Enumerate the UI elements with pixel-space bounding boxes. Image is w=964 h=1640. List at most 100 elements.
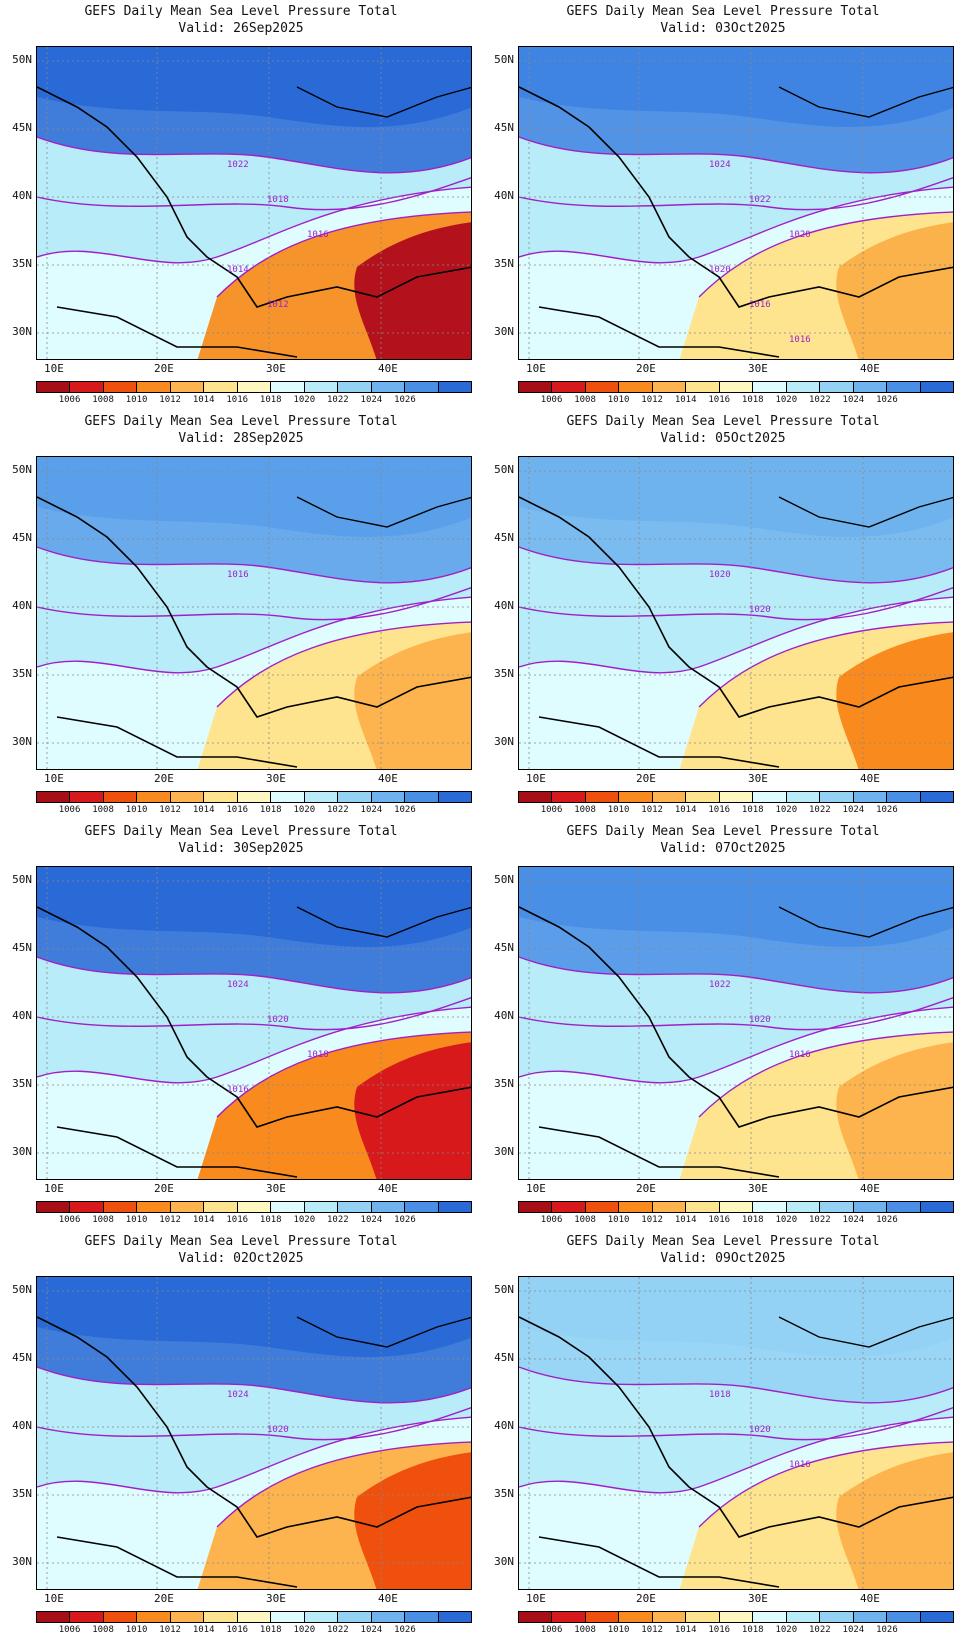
lon-tick-label: 40E <box>860 772 880 785</box>
lat-tick-label: 50N <box>494 1283 514 1296</box>
lat-tick-label: 30N <box>12 325 32 338</box>
high-pressure-core <box>37 867 471 947</box>
panel-valid-date: Valid: 30Sep2025 <box>178 841 304 856</box>
low-pressure-core <box>836 1452 953 1589</box>
colorbar-label: 1026 <box>394 805 416 815</box>
lon-tick-label: 20E <box>636 1182 656 1195</box>
isobar-line <box>698 1031 953 1118</box>
lat-tick-label: 50N <box>12 1283 32 1296</box>
lon-tick-label: 20E <box>154 362 174 375</box>
colorbar-label: 1012 <box>159 1625 181 1635</box>
lon-tick-label: 10E <box>44 1592 64 1605</box>
colorbar-label: 1024 <box>360 1625 383 1635</box>
colorbar-label: 1010 <box>125 805 148 815</box>
colorbar-swatch <box>786 792 821 802</box>
colorbar-label: 1006 <box>58 1625 81 1635</box>
lat-tick-label: 40N <box>12 599 32 612</box>
colorbar-swatch <box>137 382 171 392</box>
isobar-line <box>37 186 471 264</box>
colorbar-swatch <box>237 1202 272 1212</box>
colorbar-label: 1026 <box>876 1625 898 1635</box>
colorbar-swatch <box>585 1202 620 1212</box>
colorbar-swatch <box>371 792 406 802</box>
colorbar <box>518 1611 954 1623</box>
colorbar-swatch <box>619 1612 653 1622</box>
panel-title: GEFS Daily Mean Sea Level Pressure Total <box>566 824 880 839</box>
colorbar-swatch <box>237 1612 272 1622</box>
lat-tick-label: 50N <box>12 53 32 66</box>
lon-tick-label: 40E <box>860 1592 880 1605</box>
isobar-line <box>216 621 471 708</box>
coastline-africa <box>56 1536 298 1588</box>
isobar-line <box>37 1366 471 1404</box>
colorbar-swatch <box>103 792 138 802</box>
isobar-line <box>519 1366 953 1404</box>
colorbar-swatch <box>371 382 406 392</box>
colorbar-swatch <box>37 382 71 392</box>
high-pressure-core <box>37 47 471 127</box>
colorbar-swatch <box>37 1202 71 1212</box>
isobar-line <box>519 546 953 584</box>
contour-label: 1022 <box>749 195 771 205</box>
contour-label: 1020 <box>749 1015 771 1025</box>
pressure-field-map: 1024 1020 1018 1016 <box>37 867 471 1179</box>
colorbar-swatch <box>137 1202 171 1212</box>
colorbar-swatch <box>103 382 138 392</box>
lat-tick-label: 35N <box>494 667 514 680</box>
colorbar-label: 1010 <box>607 805 630 815</box>
pressure-field-map: 1024 1020 <box>37 1277 471 1589</box>
high-pressure-core <box>519 867 953 947</box>
isobar-line <box>519 956 953 994</box>
colorbar-label: 1026 <box>394 395 416 405</box>
contour-label: 1020 <box>709 265 731 275</box>
lon-tick-label: 10E <box>526 1182 546 1195</box>
lon-tick-label: 30E <box>266 1592 286 1605</box>
colorbar-swatch <box>552 1202 586 1212</box>
map-area: 1016 <box>36 456 472 770</box>
colorbar-label: 1016 <box>708 805 731 815</box>
lat-tick-label: 30N <box>12 735 32 748</box>
isobar-line <box>216 211 471 298</box>
contour-label: 1020 <box>267 1425 289 1435</box>
contour-label: 1012 <box>267 300 289 310</box>
isobar-line <box>37 136 471 174</box>
colorbar-label: 1010 <box>125 1625 148 1635</box>
colorbar-swatch <box>686 382 720 392</box>
colorbar-label: 1020 <box>775 395 798 405</box>
colorbar-swatch <box>271 1612 305 1622</box>
colorbar-swatch <box>103 1612 138 1622</box>
panel-title: GEFS Daily Mean Sea Level Pressure Total <box>84 414 398 429</box>
colorbar-swatch <box>552 1612 586 1622</box>
lat-tick-label: 30N <box>12 1145 32 1158</box>
lon-tick-label: 40E <box>378 362 398 375</box>
colorbar-label: 1024 <box>842 1215 865 1225</box>
colorbar-label: 1010 <box>607 395 630 405</box>
colorbar-label: 1020 <box>293 1215 316 1225</box>
colorbar-label: 1026 <box>876 1215 898 1225</box>
contour-label: 1020 <box>709 570 731 580</box>
isobar-line <box>37 546 471 584</box>
colorbar-label: 1008 <box>92 1625 114 1635</box>
colorbar <box>518 791 954 803</box>
colorbar-label: 1026 <box>394 1625 416 1635</box>
lon-tick-label: 10E <box>526 362 546 375</box>
pressure-map-panel: GEFS Daily Mean Sea Level Pressure Total… <box>0 0 482 410</box>
colorbar-swatch <box>438 792 472 802</box>
isobar-line <box>37 996 471 1031</box>
colorbar-label: 1012 <box>641 1215 663 1225</box>
colorbar-label: 1012 <box>641 1625 663 1635</box>
colorbar-label: 1010 <box>125 1215 148 1225</box>
lat-tick-label: 30N <box>12 1555 32 1568</box>
colorbar-label: 1018 <box>741 805 764 815</box>
border-line <box>778 86 953 118</box>
lon-tick-label: 40E <box>378 1182 398 1195</box>
colorbar-swatch <box>820 1612 854 1622</box>
colorbar-label: 1008 <box>574 1625 596 1635</box>
isobar-line <box>37 586 471 621</box>
contour-label: 1016 <box>789 335 811 345</box>
colorbar-label: 1008 <box>92 1215 114 1225</box>
colorbar-label: 1020 <box>775 1215 798 1225</box>
colorbar-swatch <box>652 382 687 392</box>
isobar-line <box>37 1416 471 1494</box>
high-pressure-core <box>37 1277 471 1357</box>
